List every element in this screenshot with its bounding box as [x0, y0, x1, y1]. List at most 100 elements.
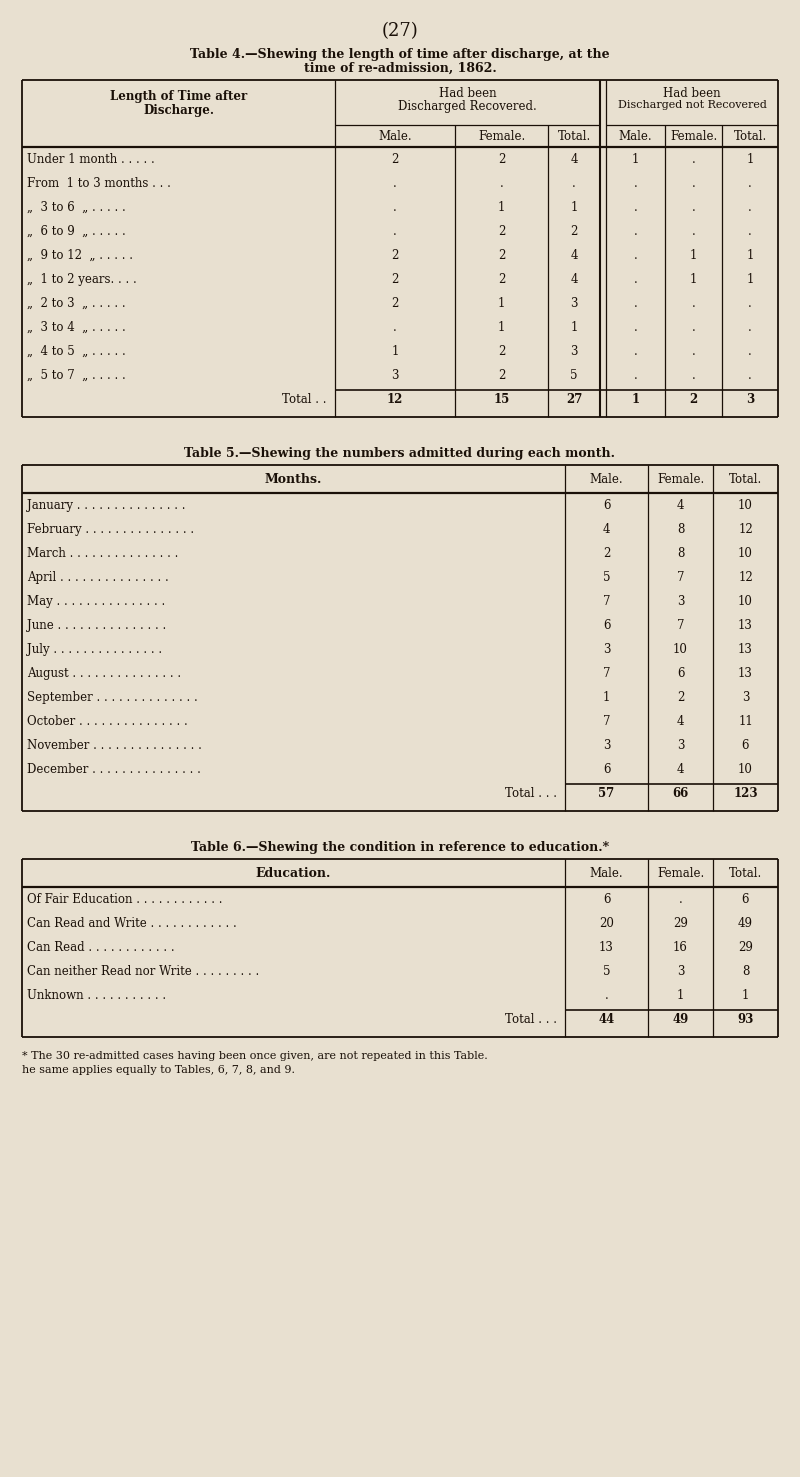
Text: 13: 13	[738, 668, 753, 679]
Text: Discharged not Recovered: Discharged not Recovered	[618, 100, 766, 109]
Text: 10: 10	[738, 546, 753, 560]
Text: 57: 57	[598, 787, 614, 801]
Text: 16: 16	[673, 941, 688, 954]
Text: 29: 29	[673, 917, 688, 931]
Text: 2: 2	[498, 273, 505, 287]
Text: 27: 27	[566, 393, 582, 406]
Text: 3: 3	[602, 738, 610, 752]
Text: Of Fair Education . . . . . . . . . . . .: Of Fair Education . . . . . . . . . . . …	[27, 894, 222, 905]
Text: 13: 13	[738, 619, 753, 632]
Text: August . . . . . . . . . . . . . . .: August . . . . . . . . . . . . . . .	[27, 668, 181, 679]
Text: 6: 6	[742, 738, 750, 752]
Text: April . . . . . . . . . . . . . . .: April . . . . . . . . . . . . . . .	[27, 572, 169, 583]
Text: .: .	[634, 250, 638, 261]
Text: .: .	[692, 321, 695, 334]
Text: „  5 to 7  „ . . . . .: „ 5 to 7 „ . . . . .	[27, 369, 126, 383]
Text: 2: 2	[391, 297, 398, 310]
Text: Male.: Male.	[590, 867, 623, 880]
Text: Male.: Male.	[378, 130, 412, 143]
Text: 4: 4	[677, 715, 684, 728]
Text: Female.: Female.	[670, 130, 717, 143]
Text: 7: 7	[677, 619, 684, 632]
Text: Male.: Male.	[618, 130, 652, 143]
Text: 4: 4	[570, 250, 578, 261]
Text: .: .	[500, 177, 503, 191]
Text: .: .	[692, 201, 695, 214]
Text: Female.: Female.	[657, 867, 704, 880]
Text: Table 4.—Shewing the length of time after discharge, at the: Table 4.—Shewing the length of time afte…	[190, 47, 610, 61]
Text: 2: 2	[391, 250, 398, 261]
Text: 3: 3	[602, 642, 610, 656]
Text: 2: 2	[498, 225, 505, 238]
Text: * The 30 re-admitted cases having been once given, are not repeated in this Tabl: * The 30 re-admitted cases having been o…	[22, 1052, 488, 1060]
Text: 3: 3	[746, 393, 754, 406]
Text: June . . . . . . . . . . . . . . .: June . . . . . . . . . . . . . . .	[27, 619, 166, 632]
Text: 5: 5	[602, 964, 610, 978]
Text: Total . . .: Total . . .	[505, 1013, 557, 1027]
Text: .: .	[634, 297, 638, 310]
Text: 6: 6	[602, 619, 610, 632]
Text: 1: 1	[742, 990, 749, 1001]
Text: January . . . . . . . . . . . . . . .: January . . . . . . . . . . . . . . .	[27, 499, 186, 513]
Text: 2: 2	[603, 546, 610, 560]
Text: „  9 to 12  „ . . . . .: „ 9 to 12 „ . . . . .	[27, 250, 133, 261]
Text: 12: 12	[738, 572, 753, 583]
Text: 93: 93	[738, 1013, 754, 1027]
Text: 1: 1	[746, 154, 754, 165]
Text: Discharge.: Discharge.	[143, 103, 214, 117]
Text: Table 6.—Shewing the condition in reference to education.*: Table 6.—Shewing the condition in refere…	[191, 840, 609, 854]
Text: .: .	[393, 177, 397, 191]
Text: „  1 to 2 years. . . .: „ 1 to 2 years. . . .	[27, 273, 137, 287]
Text: July . . . . . . . . . . . . . . .: July . . . . . . . . . . . . . . .	[27, 642, 162, 656]
Text: 4: 4	[602, 523, 610, 536]
Text: Female.: Female.	[657, 473, 704, 486]
Text: .: .	[634, 201, 638, 214]
Text: „  2 to 3  „ . . . . .: „ 2 to 3 „ . . . . .	[27, 297, 126, 310]
Text: Had been: Had been	[438, 87, 496, 100]
Text: 123: 123	[733, 787, 758, 801]
Text: 1: 1	[690, 250, 697, 261]
Text: „  3 to 4  „ . . . . .: „ 3 to 4 „ . . . . .	[27, 321, 126, 334]
Text: 2: 2	[391, 154, 398, 165]
Text: .: .	[634, 369, 638, 383]
Text: Unknown . . . . . . . . . . .: Unknown . . . . . . . . . . .	[27, 990, 166, 1001]
Text: 13: 13	[738, 642, 753, 656]
Text: 7: 7	[677, 572, 684, 583]
Text: 1: 1	[677, 990, 684, 1001]
Text: November . . . . . . . . . . . . . . .: November . . . . . . . . . . . . . . .	[27, 738, 202, 752]
Text: .: .	[393, 201, 397, 214]
Text: 1: 1	[603, 691, 610, 705]
Text: 10: 10	[673, 642, 688, 656]
Text: 29: 29	[738, 941, 753, 954]
Text: Female.: Female.	[478, 130, 525, 143]
Text: 1: 1	[746, 250, 754, 261]
Text: Total.: Total.	[734, 130, 766, 143]
Text: 7: 7	[602, 668, 610, 679]
Text: 2: 2	[690, 393, 698, 406]
Text: 2: 2	[677, 691, 684, 705]
Text: Can Read and Write . . . . . . . . . . . .: Can Read and Write . . . . . . . . . . .…	[27, 917, 237, 931]
Text: 8: 8	[742, 964, 749, 978]
Text: 2: 2	[570, 225, 578, 238]
Text: 1: 1	[746, 273, 754, 287]
Text: 2: 2	[498, 369, 505, 383]
Text: Total.: Total.	[729, 473, 762, 486]
Text: .: .	[692, 154, 695, 165]
Text: 2: 2	[498, 154, 505, 165]
Text: 3: 3	[677, 595, 684, 609]
Text: 13: 13	[599, 941, 614, 954]
Text: .: .	[393, 321, 397, 334]
Text: .: .	[393, 225, 397, 238]
Text: 6: 6	[742, 894, 750, 905]
Text: Total . . .: Total . . .	[505, 787, 557, 801]
Text: 3: 3	[391, 369, 398, 383]
Text: 4: 4	[677, 764, 684, 775]
Text: 3: 3	[570, 297, 578, 310]
Text: 5: 5	[570, 369, 578, 383]
Text: 1: 1	[632, 154, 639, 165]
Text: Had been: Had been	[663, 87, 721, 100]
Text: 3: 3	[742, 691, 750, 705]
Text: .: .	[748, 225, 752, 238]
Text: .: .	[634, 225, 638, 238]
Text: .: .	[678, 894, 682, 905]
